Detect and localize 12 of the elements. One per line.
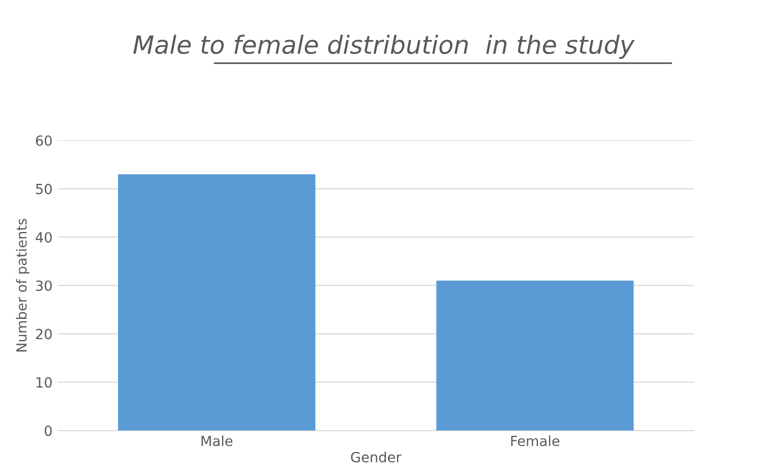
y-tick-label: 0 [44,426,52,436]
y-axis-title: Number of patients [16,218,30,352]
x-tick-label: Male [202,435,232,446]
y-tick-label: 20 [36,328,52,340]
y-tick-label: 10 [36,377,52,388]
chart-title: Male to female distribution in the study [133,34,635,59]
x-axis-title: Gender [351,452,402,462]
x-tick-label: Female [511,435,560,446]
y-tick-label: 30 [36,280,52,291]
y-tick-label: 50 [36,184,52,194]
y-tick-label: 60 [36,135,52,146]
y-tick-label: 40 [36,232,52,243]
